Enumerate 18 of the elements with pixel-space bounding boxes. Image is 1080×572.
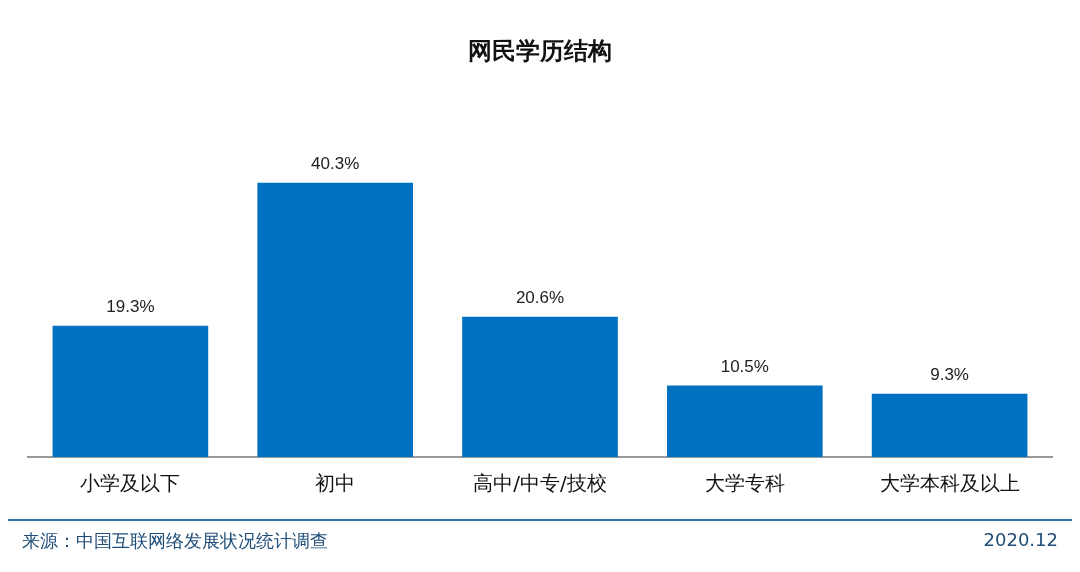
data-label: 40.3% xyxy=(311,153,360,173)
data-label: 10.5% xyxy=(720,356,769,376)
bar xyxy=(871,393,1028,457)
data-label: 19.3% xyxy=(106,296,155,316)
bar xyxy=(257,182,414,457)
bar xyxy=(462,316,618,457)
chart-title: 网民学历结构 xyxy=(468,36,612,65)
text: 2020.12 xyxy=(983,529,1058,552)
data-label: 20.6% xyxy=(515,288,565,308)
x-tick-label: 大学本科及以上 xyxy=(879,471,1020,496)
x-tick-label: 小学及以下 xyxy=(80,471,181,496)
bar xyxy=(666,385,823,457)
x-tick-label: 大学专科 xyxy=(704,471,785,496)
x-tick-label: 初中 xyxy=(315,471,356,496)
data-label: 9.3% xyxy=(930,364,969,384)
bar xyxy=(52,325,209,457)
x-tick-label: 高中/中专/技校 xyxy=(473,471,607,496)
source-note: 来源：中国互联网络发展状况统计调查 xyxy=(22,529,328,553)
